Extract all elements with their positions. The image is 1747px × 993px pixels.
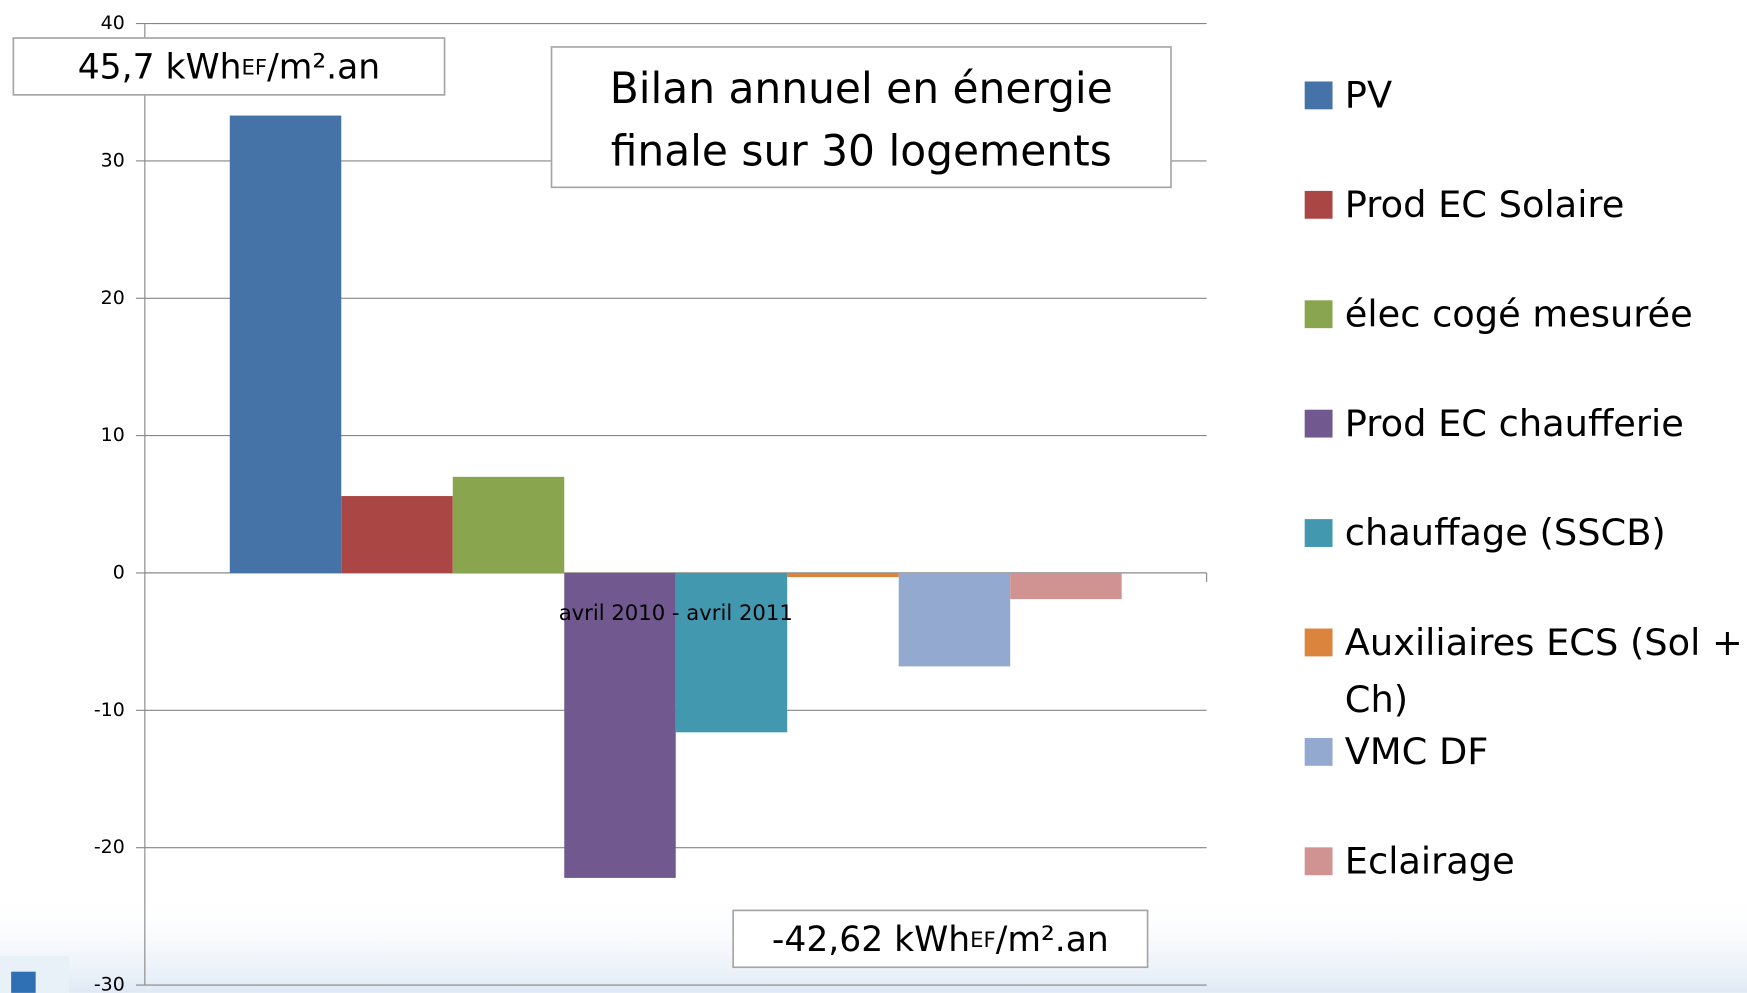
- y-tick-label: 20: [101, 287, 125, 309]
- annotation-box: [732, 909, 1149, 969]
- bar: [1010, 572, 1122, 600]
- annotation-part: EF: [970, 927, 996, 952]
- legend-swatch: [1304, 847, 1333, 876]
- bar: [675, 572, 788, 733]
- annotation-part: EF: [242, 55, 268, 80]
- y-tick-label: -10: [94, 699, 125, 721]
- legend-label: chauffage (SSCB): [1345, 511, 1666, 554]
- chart-title: finale sur 30 logements: [611, 126, 1112, 175]
- legend-swatch: [1304, 628, 1333, 657]
- legend-swatch: [1304, 737, 1333, 766]
- legend-swatch: [1304, 519, 1333, 547]
- annotation: -42,62 kWhEF/m².an: [772, 920, 1109, 960]
- annotation: 45,7 kWhEF/m².an: [78, 47, 380, 87]
- x-tick-label: avril 2010 - avril 2011: [559, 600, 793, 625]
- legend-swatch: [1304, 190, 1333, 219]
- bar: [898, 572, 1011, 667]
- y-tick-label: 10: [101, 424, 125, 446]
- legend-label: Eclairage: [1345, 839, 1515, 882]
- legend-swatch: [1304, 409, 1333, 438]
- bar: [564, 572, 676, 878]
- legend-label: Prod EC chaufferie: [1345, 402, 1684, 445]
- legend-label: élec cogé mesurée: [1345, 292, 1693, 335]
- corner-icon: [11, 971, 36, 993]
- legend-label: VMC DF: [1345, 730, 1489, 773]
- legend-label: PV: [1345, 74, 1392, 117]
- annotation-part: /m².an: [267, 47, 380, 87]
- annotation-part: /m².an: [996, 920, 1109, 960]
- title-box: [550, 46, 1172, 189]
- y-tick-label: 40: [101, 12, 125, 34]
- y-tick-label: -20: [94, 836, 125, 858]
- legend-swatch: [1304, 81, 1333, 110]
- chart-title: Bilan annuel en énergie: [610, 64, 1113, 113]
- bar: [787, 572, 899, 578]
- bar: [452, 476, 565, 573]
- annotation-box: [12, 37, 446, 96]
- y-tick-label: 0: [113, 561, 125, 583]
- y-tick-label: -30: [94, 974, 125, 993]
- bar: [341, 496, 453, 573]
- annotation-part: 45,7 kWh: [78, 47, 242, 87]
- annotation-part: -42,62 kWh: [772, 920, 970, 960]
- y-tick-label: 30: [101, 149, 125, 171]
- bar: [229, 115, 342, 573]
- legend-swatch: [1304, 300, 1333, 329]
- legend-label: Auxiliaires ECS (Sol + Ch): [1345, 621, 1743, 721]
- legend-label: Prod EC Solaire: [1345, 183, 1625, 226]
